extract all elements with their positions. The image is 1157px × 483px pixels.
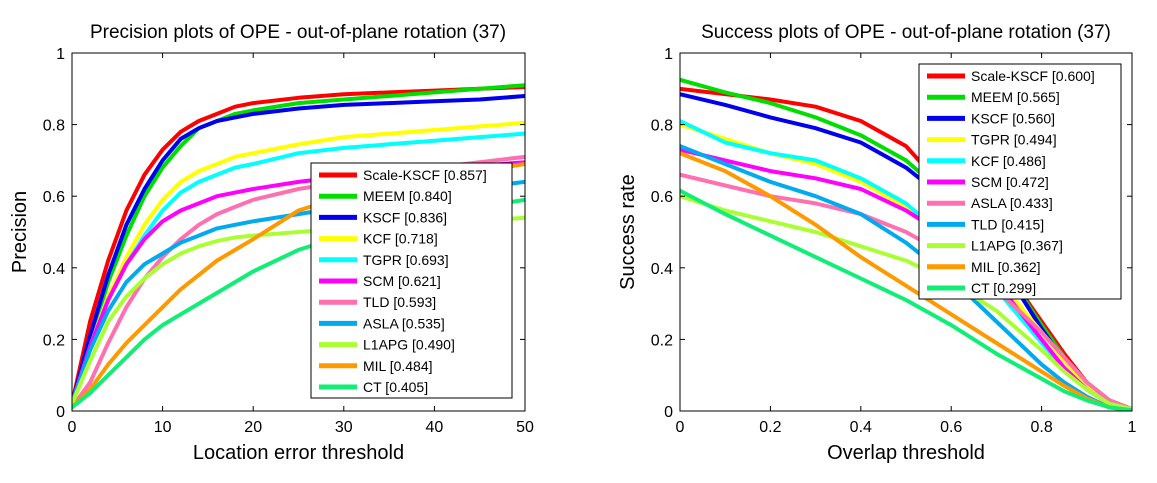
legend-label: KCF [0.486] (971, 153, 1046, 169)
series-line-kscf (72, 94, 525, 406)
y-axis-label: Precision (9, 191, 31, 273)
success-chart: 0 0.2 0.4 0.6 0.8 1 0 0.2 0.4 0.6 0.8 1 Success plot… (617, 22, 1137, 464)
legend-label: MEEM [0.565] (971, 89, 1060, 105)
legend-item-l1apg: L1APG [0.490] (319, 337, 455, 353)
series-line-scale-kscf (72, 85, 525, 406)
y-tick-label: 0.2 (43, 332, 65, 349)
legend-label: ASLA [0.433] (971, 195, 1053, 211)
legend-item-scm: SCM [0.472] (927, 174, 1049, 190)
legend: Scale-KSCF [0.600] MEEM [0.565] KSCF [0.56… (918, 63, 1122, 300)
legend-item-kcf: KCF [0.718] (319, 231, 438, 247)
chart-title: Precision plots of OPE - out-of-plane ro… (90, 22, 506, 43)
legend-item-asla: ASLA [0.433] (927, 195, 1053, 211)
legend-item-mil: MIL [0.362] (927, 259, 1041, 275)
x-tick-label: 0.2 (759, 419, 781, 436)
x-tick-label: 20 (244, 419, 262, 436)
legend-label: L1APG [0.367] (971, 238, 1063, 254)
y-tick-label: 0.6 (43, 189, 65, 206)
x-axis-label: Overlap threshold (827, 442, 985, 464)
legend-label: CT [0.299] (971, 280, 1036, 296)
y-tick-label: 0.2 (651, 332, 673, 349)
legend-label: KSCF [0.560] (971, 110, 1055, 126)
legend-item-kcf: KCF [0.486] (927, 153, 1046, 169)
y-tick-label: 0.4 (43, 261, 65, 278)
y-tick-label: 0.6 (651, 189, 673, 206)
legend-label: TLD [0.415] (971, 216, 1044, 232)
legend-item-l1apg: L1APG [0.367] (927, 238, 1063, 254)
legend-item-tgpr: TGPR [0.494] (927, 132, 1057, 148)
legend-item-scale-kscf: Scale-KSCF [0.857] (319, 167, 487, 183)
legend-item-tld: TLD [0.415] (927, 216, 1044, 232)
y-tick-label: 0.8 (651, 118, 673, 135)
x-tick-label: 0 (68, 419, 77, 436)
axes-box (71, 52, 526, 412)
x-axis-label: Location error threshold (193, 442, 404, 464)
x-tick-label: 0.8 (1030, 419, 1052, 436)
legend-label: KCF [0.718] (363, 231, 438, 247)
legend-item-ct: CT [0.405] (319, 379, 428, 395)
y-axis-label: Success rate (617, 174, 639, 290)
x-tick-label: 0.4 (850, 419, 872, 436)
y-tick-label: 0 (664, 404, 673, 421)
legend-label: Scale-KSCF [0.857] (363, 167, 487, 183)
legend-item-mil: MIL [0.484] (319, 358, 433, 374)
y-tick-label: 1 (56, 46, 65, 63)
precision-chart: 0 10 20 30 40 50 0 0.2 0.4 0.6 0.8 1 Precision plots… (9, 22, 534, 464)
legend-label: SCM [0.621] (363, 273, 441, 289)
series-line-ct (680, 188, 1132, 411)
x-tick-label: 30 (335, 419, 353, 436)
legend-item-ct: CT [0.299] (927, 280, 1036, 296)
series-line-kcf (72, 120, 525, 406)
y-tick-label: 0.4 (651, 261, 673, 278)
legend-label: CT [0.405] (363, 379, 428, 395)
y-tick-label: 1 (664, 46, 673, 63)
x-tick-label: 10 (154, 419, 172, 436)
legend-item-scale-kscf: Scale-KSCF [0.600] (927, 68, 1095, 84)
legend-item-kscf: KSCF [0.836] (319, 209, 447, 225)
x-tick-label: 1 (1128, 419, 1137, 436)
legend-item-scm: SCM [0.621] (319, 273, 441, 289)
x-tick-label: 0.6 (940, 419, 962, 436)
axes-box (679, 52, 1133, 412)
legend-item-kscf: KSCF [0.560] (927, 110, 1055, 126)
legend-label: MIL [0.362] (971, 259, 1041, 275)
x-tick-label: 50 (516, 419, 534, 436)
y-tick-label: 0 (56, 404, 65, 421)
legend-label: TGPR [0.693] (363, 252, 449, 268)
legend-label: Scale-KSCF [0.600] (971, 68, 1095, 84)
legend-label: KSCF [0.836] (363, 209, 447, 225)
legend-label: TGPR [0.494] (971, 132, 1057, 148)
legend-label: SCM [0.472] (971, 174, 1049, 190)
legend-item-meem: MEEM [0.565] (927, 89, 1060, 105)
legend-label: ASLA [0.535] (363, 315, 445, 331)
legend-label: L1APG [0.490] (363, 337, 455, 353)
chart-title: Success plots of OPE - out-of-plane rota… (701, 22, 1111, 43)
x-tick-label: 40 (426, 419, 444, 436)
legend-item-asla: ASLA [0.535] (319, 315, 445, 331)
y-tick-label: 0.8 (43, 118, 65, 135)
legend-label: MEEM [0.840] (363, 188, 452, 204)
legend: Scale-KSCF [0.857] MEEM [0.840] KSCF [0.83… (310, 162, 513, 399)
legend-label: TLD [0.593] (363, 294, 436, 310)
legend-label: MIL [0.484] (363, 358, 433, 374)
legend-item-tld: TLD [0.593] (319, 294, 436, 310)
legend-item-tgpr: TGPR [0.693] (319, 252, 449, 268)
x-tick-label: 0 (676, 419, 685, 436)
legend-item-meem: MEEM [0.840] (319, 188, 452, 204)
